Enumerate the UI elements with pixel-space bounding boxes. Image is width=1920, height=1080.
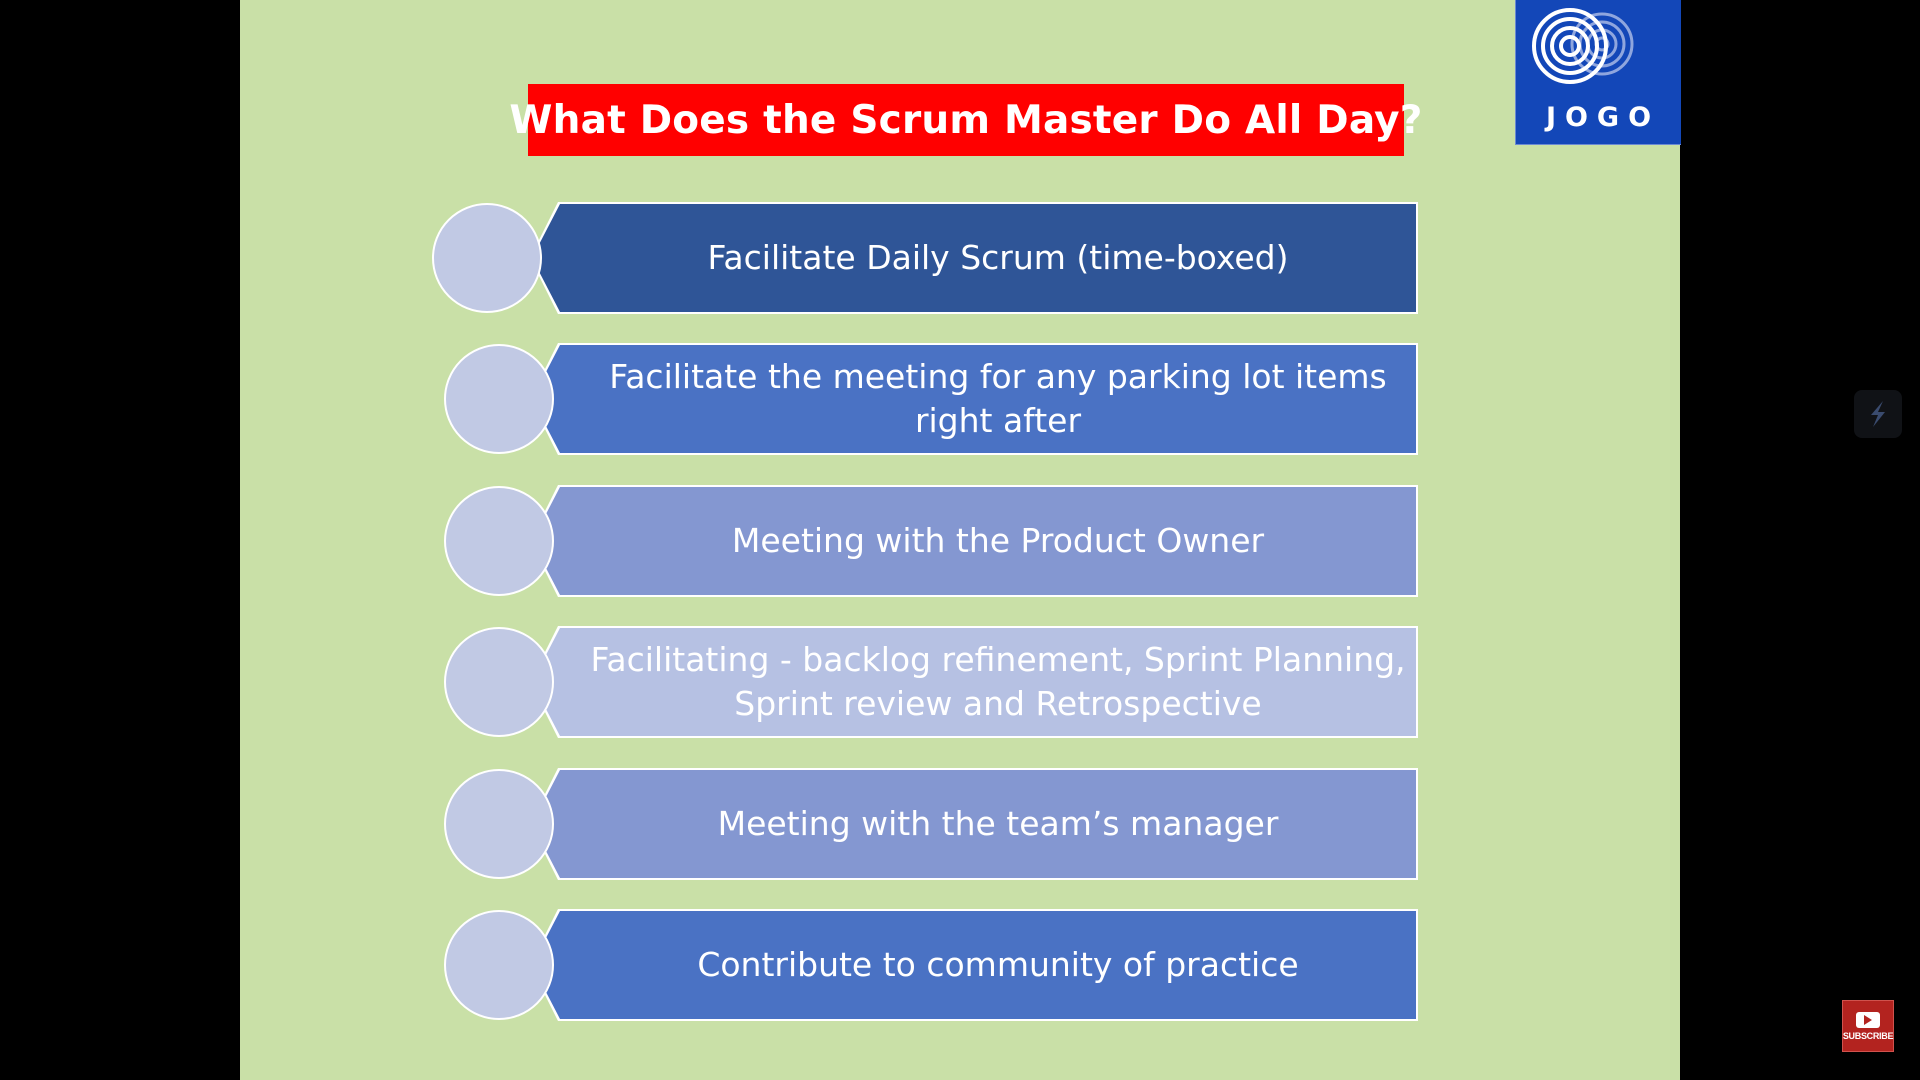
item-circle <box>444 627 554 737</box>
item-circle <box>444 486 554 596</box>
item-text: Facilitate Daily Scrum (time-boxed) <box>707 238 1289 277</box>
item-text: Meeting with the Product Owner <box>731 521 1265 560</box>
list-item: Contribute to community of practice <box>432 909 1428 1021</box>
item-circle <box>444 910 554 1020</box>
item-bar <box>532 628 1416 736</box>
item-bar <box>532 204 1416 312</box>
list-item: Facilitating - backlog refinement, Sprin… <box>432 626 1428 738</box>
slide: What Does the Scrum Master Do All Day? J… <box>240 0 1681 1080</box>
lightning-icon[interactable] <box>1854 390 1902 438</box>
item-text: Contribute to community of practice <box>697 945 1299 984</box>
slide-title: What Does the Scrum Master Do All Day? <box>509 97 1423 143</box>
logo-text: JOGO <box>1545 102 1661 133</box>
item-circle <box>444 344 554 454</box>
list-item: Facilitate the meeting for any parking l… <box>432 343 1428 455</box>
item-bar <box>532 911 1416 1019</box>
item-text: Facilitating - backlog refinement, Sprin… <box>590 640 1406 723</box>
list-item: Facilitate Daily Scrum (time-boxed) <box>432 202 1428 314</box>
item-circle <box>432 203 542 313</box>
list-item: Meeting with the Product Owner <box>432 485 1428 597</box>
item-text: Facilitate the meeting for any parking l… <box>609 357 1387 440</box>
jogo-logo: JOGO <box>1515 0 1681 145</box>
slide-title-box: What Does the Scrum Master Do All Day? <box>509 84 1422 156</box>
item-bar <box>532 345 1416 453</box>
list-item: Meeting with the team’s manager <box>432 768 1428 880</box>
play-icon <box>1856 1011 1880 1028</box>
item-circle <box>444 769 554 879</box>
concentric-rings-icon <box>1532 8 1634 84</box>
item-bar <box>532 487 1416 595</box>
item-text: Meeting with the team’s manager <box>717 804 1279 843</box>
subscribe-label: SUBSCRIBE <box>1842 1030 1894 1041</box>
item-bar <box>532 770 1416 878</box>
subscribe-button[interactable]: SUBSCRIBE <box>1842 1000 1894 1052</box>
